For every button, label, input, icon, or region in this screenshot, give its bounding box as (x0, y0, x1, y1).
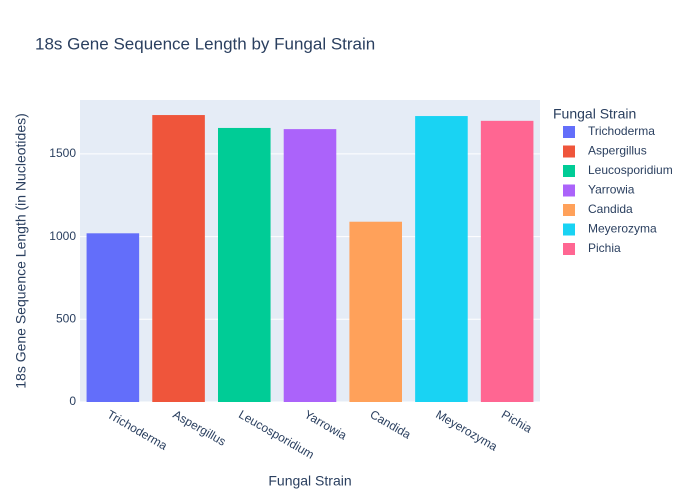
y-tick-label: 0 (69, 394, 76, 408)
x-tick-label: Aspergillus (170, 407, 228, 448)
x-tick-label: Yarrowia (302, 407, 350, 443)
y-tick-label: 1000 (49, 229, 76, 243)
legend-label: Trichoderma (588, 124, 655, 138)
x-tick-label: Meyerozyma (433, 407, 500, 454)
legend-swatch (563, 126, 575, 138)
bar (152, 115, 205, 402)
y-tick-label: 1500 (49, 146, 76, 160)
bar (218, 127, 271, 402)
legend-swatch (563, 243, 575, 255)
bar (283, 129, 337, 402)
legend-swatch (563, 165, 575, 177)
x-tick-label: Pichia (499, 407, 535, 436)
bar (349, 221, 402, 402)
bar (86, 233, 140, 402)
legend-label: Pichia (588, 241, 621, 255)
legend-swatch (563, 145, 575, 158)
x-axis-title: Fungal Strain (268, 473, 351, 489)
legend-swatch (563, 204, 575, 216)
bar (480, 120, 534, 402)
x-tick-label: Candida (368, 407, 414, 442)
legend-label: Candida (588, 202, 633, 216)
legend-title: Fungal Strain (553, 106, 636, 122)
y-axis-title: 18s Gene Sequence Length (in Nucleotides… (13, 113, 29, 389)
x-tick-label: Trichoderma (105, 407, 170, 453)
legend-swatch (563, 223, 575, 236)
legend-label: Aspergillus (588, 144, 647, 158)
chart-title: 18s Gene Sequence Length by Fungal Strai… (35, 34, 375, 53)
legend-label: Leucosporidium (588, 163, 673, 177)
y-tick-label: 500 (56, 311, 76, 325)
legend-label: Yarrowia (588, 183, 635, 197)
legend-label: Meyerozyma (588, 222, 657, 236)
bar (415, 116, 468, 402)
legend-swatch (563, 184, 575, 197)
